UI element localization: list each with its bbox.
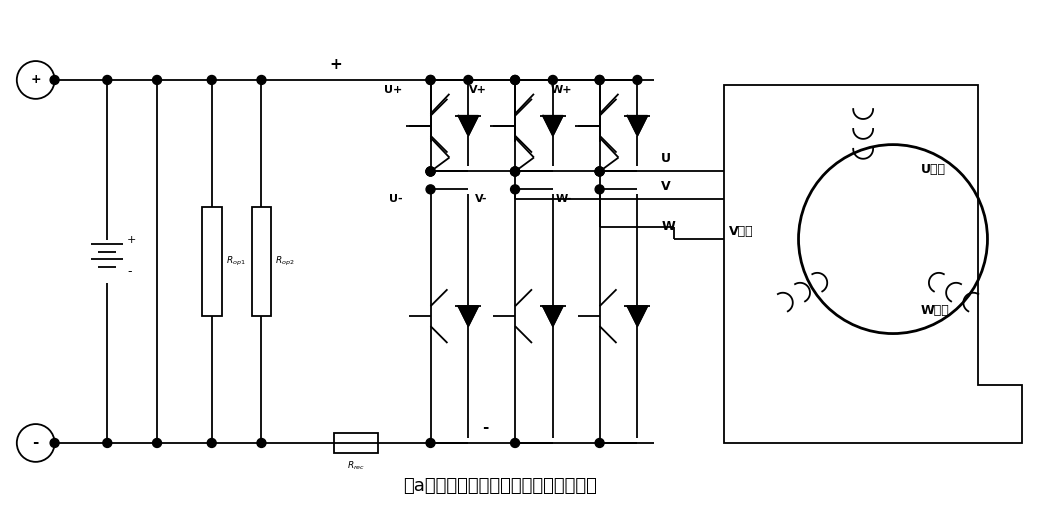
Circle shape bbox=[426, 75, 435, 84]
Polygon shape bbox=[458, 306, 479, 326]
Text: V线圈: V线圈 bbox=[729, 224, 754, 238]
Circle shape bbox=[510, 75, 520, 84]
Circle shape bbox=[257, 75, 266, 84]
Bar bbox=[334, 433, 377, 453]
Circle shape bbox=[548, 75, 558, 84]
Text: +: + bbox=[128, 235, 137, 245]
Polygon shape bbox=[627, 306, 647, 326]
Circle shape bbox=[51, 438, 59, 447]
Circle shape bbox=[596, 75, 604, 84]
Bar bbox=[201, 207, 221, 316]
Circle shape bbox=[596, 167, 604, 176]
Text: V: V bbox=[661, 180, 671, 193]
Circle shape bbox=[596, 438, 604, 447]
Circle shape bbox=[426, 438, 435, 447]
Circle shape bbox=[464, 75, 473, 84]
Circle shape bbox=[596, 167, 604, 176]
Circle shape bbox=[426, 167, 435, 176]
Circle shape bbox=[257, 438, 266, 447]
Circle shape bbox=[510, 167, 520, 176]
Circle shape bbox=[208, 75, 216, 84]
Text: （a）驱动电路和电动机绕组的连接关系: （a）驱动电路和电动机绕组的连接关系 bbox=[404, 477, 597, 495]
Text: +: + bbox=[330, 57, 343, 72]
Text: $R_{rec}$: $R_{rec}$ bbox=[347, 460, 365, 472]
Circle shape bbox=[208, 438, 216, 447]
Circle shape bbox=[632, 75, 642, 84]
Text: V-: V- bbox=[474, 194, 487, 204]
Bar bbox=[252, 207, 271, 316]
Circle shape bbox=[426, 185, 435, 194]
Circle shape bbox=[426, 167, 435, 176]
Text: -: - bbox=[128, 265, 132, 278]
Circle shape bbox=[510, 185, 520, 194]
Circle shape bbox=[153, 75, 161, 84]
Text: -: - bbox=[33, 436, 39, 450]
Circle shape bbox=[510, 167, 520, 176]
Circle shape bbox=[510, 167, 520, 176]
Text: W线圈: W线圈 bbox=[921, 304, 950, 317]
Text: +: + bbox=[31, 73, 41, 87]
Circle shape bbox=[510, 438, 520, 447]
Circle shape bbox=[596, 185, 604, 194]
Circle shape bbox=[510, 75, 520, 84]
Text: $R_{op1}$: $R_{op1}$ bbox=[226, 255, 246, 268]
Circle shape bbox=[103, 75, 112, 84]
Text: W: W bbox=[661, 220, 675, 233]
Circle shape bbox=[153, 438, 161, 447]
Polygon shape bbox=[627, 116, 647, 136]
Text: U-: U- bbox=[389, 194, 403, 204]
Text: W+: W+ bbox=[550, 85, 571, 95]
Polygon shape bbox=[458, 116, 479, 136]
Text: -: - bbox=[482, 420, 488, 435]
Polygon shape bbox=[543, 306, 563, 326]
Text: $R_{op2}$: $R_{op2}$ bbox=[275, 255, 295, 268]
Text: V+: V+ bbox=[469, 85, 487, 95]
Text: U: U bbox=[661, 153, 671, 165]
Circle shape bbox=[426, 75, 435, 84]
Circle shape bbox=[596, 167, 604, 176]
Text: U+: U+ bbox=[385, 85, 403, 95]
Text: W-: W- bbox=[555, 194, 571, 204]
Polygon shape bbox=[543, 116, 563, 136]
Circle shape bbox=[426, 167, 435, 176]
Circle shape bbox=[103, 438, 112, 447]
Circle shape bbox=[51, 75, 59, 84]
Text: U线圈: U线圈 bbox=[921, 162, 945, 176]
Circle shape bbox=[596, 75, 604, 84]
